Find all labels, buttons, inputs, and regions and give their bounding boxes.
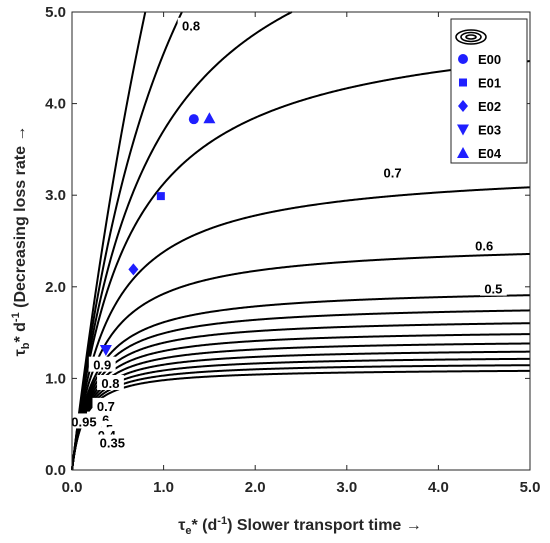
x-tick-label: 0.0: [62, 479, 83, 496]
y-tick-label: 4.0: [45, 96, 66, 113]
marker-e00: [188, 114, 199, 125]
contour-label-bg: [379, 164, 406, 180]
data-markers: [99, 112, 216, 357]
contour-line-0.35: [71, 333, 531, 471]
contour-label: 0.9: [93, 358, 111, 373]
contour-labels: 0.80.70.60.50.90.80.70.60.50.40.950.35: [66, 17, 507, 451]
legend-label-e00: E00: [478, 52, 501, 67]
x-axis-title-mid: * (d: [192, 517, 218, 534]
contour-label-bg: [470, 237, 498, 253]
x-axis-title-subscript: e: [185, 525, 191, 537]
y-axis-ticks: 0.0 1.0 2.0 3.0 4.0 5.0: [45, 4, 530, 479]
contour-label: 0.8: [182, 19, 200, 34]
contour-label: 0.6: [475, 239, 493, 254]
legend: E00 E01 E02 E03 E04: [450, 18, 528, 164]
y-tick-label: 2.0: [45, 279, 66, 296]
legend-marker-e04: [457, 147, 469, 158]
contour-line-0.2: [71, 357, 531, 471]
contour-label-bg: [479, 280, 507, 296]
contour-label: 0.95: [71, 414, 96, 429]
legend-label-e01: E01: [478, 76, 501, 91]
x-tick-label: 1.0: [153, 479, 174, 496]
legend-label-e03: E03: [478, 123, 501, 138]
contour-label: 0.8: [101, 376, 119, 391]
x-axis-title-symbol: τ: [178, 517, 185, 534]
y-axis-title-symbol: τ: [12, 349, 29, 356]
contour-line-0.4: [71, 322, 531, 471]
x-tick-label: 2.0: [245, 479, 266, 496]
contour-label-bg: [88, 356, 116, 372]
contour-line-0.5: [71, 294, 531, 471]
contour-label-bg: [97, 374, 124, 390]
marker-e04: [203, 112, 216, 124]
contour-line-0.6: [71, 252, 531, 471]
contour-line-0.45: [71, 309, 531, 471]
contour-line-0.7: [71, 186, 531, 471]
legend-marker-e02: [458, 100, 468, 112]
y-tick-label: 5.0: [45, 4, 66, 21]
y-axis-title-superscript: -1: [10, 312, 22, 322]
x-axis-title: τe* (d-1) Slower transport time →: [178, 515, 422, 537]
legend-marker-e00: [458, 54, 468, 64]
legend-label-e04: E04: [478, 146, 502, 161]
contour-line-0.9: [71, 11, 183, 471]
legend-box: [450, 18, 528, 164]
contour-line-0.85: [71, 11, 293, 471]
contour-label: 0.35: [100, 436, 125, 451]
contour-label-bg: [95, 434, 130, 450]
x-axis-ticks: 0.0 1.0 2.0 3.0 4.0 5.0: [62, 12, 541, 496]
y-tick-label: 3.0: [45, 187, 66, 204]
legend-marker-e01: [459, 78, 467, 87]
contour-label-bg: [66, 413, 102, 429]
contour-label: 0.5: [484, 282, 502, 297]
contour-lines: [71, 11, 531, 471]
x-axis-title-superscript: -1: [217, 515, 227, 527]
y-tick-label: 0.0: [45, 462, 66, 479]
contour-label-bg: [92, 397, 120, 413]
y-tick-label: 1.0: [45, 370, 66, 387]
x-tick-label: 4.0: [428, 479, 449, 496]
contour-line-0.95: [71, 11, 147, 471]
marker-e02: [128, 263, 139, 276]
y-axis-title-subscript: b: [20, 342, 32, 349]
plot-area-frame: [71, 11, 531, 471]
contour-label-bg: [177, 17, 205, 33]
x-tick-label: 5.0: [520, 479, 541, 496]
contour-label: 0.7: [97, 399, 115, 414]
y-axis-title-tail: (Decreasing loss rate →: [12, 126, 29, 313]
y-axis-title-mid: * d: [12, 322, 29, 342]
contour-line-0.1: [71, 369, 530, 471]
marker-e03: [99, 345, 112, 357]
y-axis-title: τb* d-1 (Decreasing loss rate →: [10, 126, 32, 357]
contour-label: 0.7: [384, 165, 402, 180]
x-tick-label: 3.0: [336, 479, 357, 496]
contour-rings-icon: [455, 29, 487, 45]
x-axis-title-tail: ) Slower transport time →: [227, 517, 422, 534]
legend-entries: E00 E01 E02 E03 E04: [457, 52, 502, 161]
contour-line-0.25: [71, 350, 531, 471]
legend-label-e02: E02: [478, 99, 501, 114]
contour-line-0.15: [71, 364, 531, 471]
marker-e01: [156, 192, 165, 201]
contour-line-0.3: [71, 342, 531, 471]
legend-marker-e03: [457, 124, 469, 136]
